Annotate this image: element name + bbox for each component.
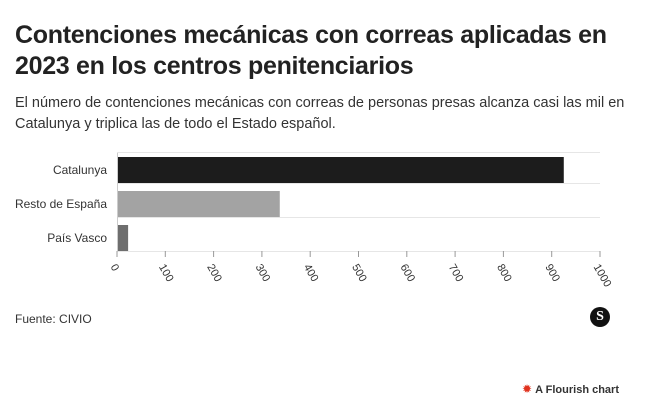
flourish-burst-icon: ✹: [522, 382, 533, 396]
chart-title: Contenciones mecánicas con correas aplic…: [15, 21, 607, 80]
bar-0: [117, 157, 564, 183]
chart-subtitle: El número de contenciones mecánicas con …: [15, 95, 625, 132]
x-tick-label: 600: [398, 262, 418, 284]
x-tick-label: 700: [446, 262, 466, 284]
publisher-logo[interactable]: S: [590, 307, 610, 327]
x-tick-label: 500: [349, 262, 369, 284]
category-label: País Vasco: [47, 231, 107, 245]
x-tick-label: 300: [253, 262, 273, 284]
x-tick-label: 900: [542, 262, 562, 284]
category-label: Catalunya: [53, 163, 107, 177]
bar-2: [117, 225, 129, 251]
bar-1: [117, 191, 280, 217]
flourish-credit-label: A Flourish chart: [535, 384, 619, 396]
x-tick-label: 0: [108, 262, 121, 273]
x-tick-label: 800: [494, 262, 514, 284]
flourish-credit-link[interactable]: ✹ A Flourish chart: [522, 382, 619, 396]
source-note: Fuente: CIVIO: [15, 312, 92, 326]
category-label: Resto de España: [15, 197, 107, 211]
x-tick-label: 100: [156, 262, 176, 284]
x-tick-label: 1000: [591, 262, 614, 289]
x-tick-label: 400: [301, 262, 321, 284]
bar-chart: Catalunya Resto de España País Vasco 0 100 20…: [15, 152, 614, 289]
x-tick-label: 200: [204, 262, 224, 284]
